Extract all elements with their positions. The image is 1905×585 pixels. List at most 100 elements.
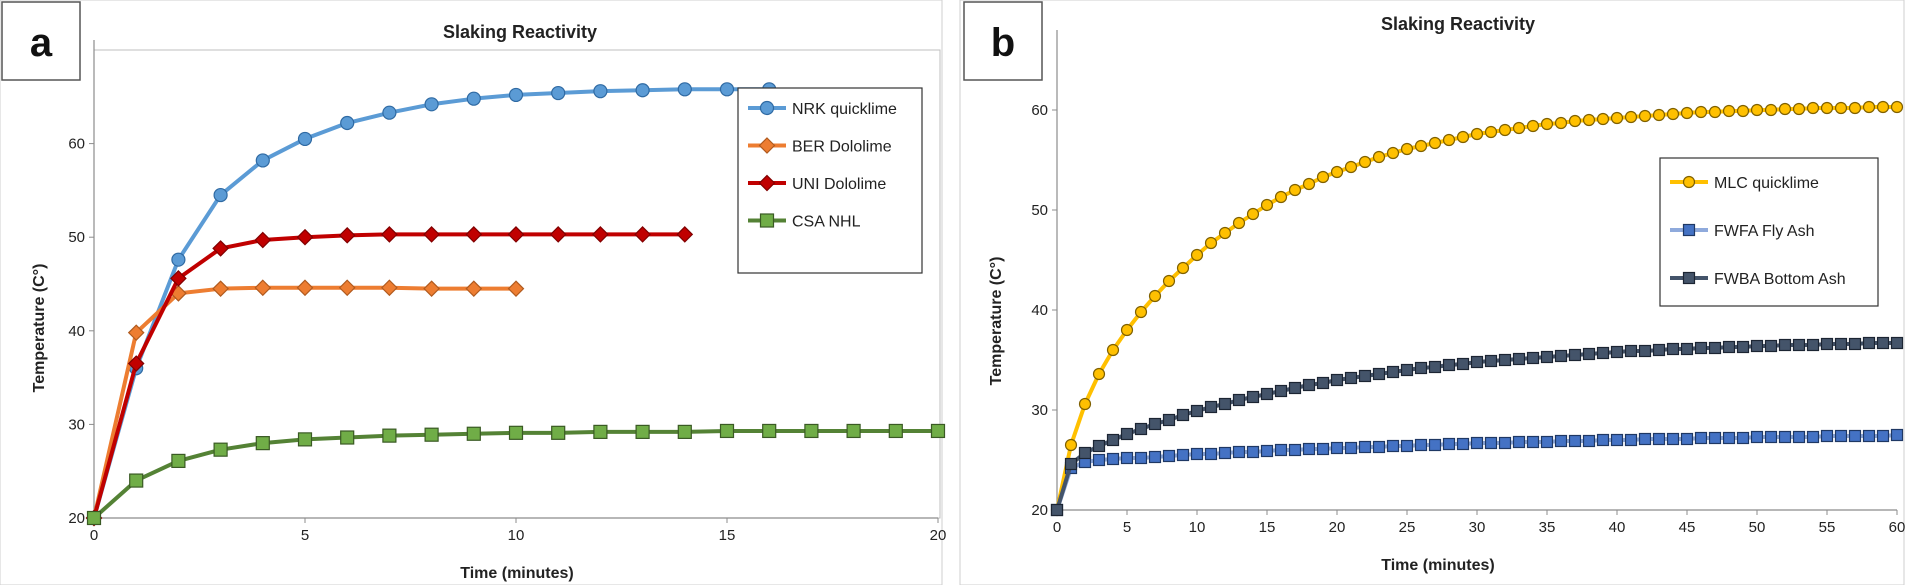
data-point [1862,100,1876,114]
legend-swatch-marker [758,174,776,192]
series-mlc-quicklime [1050,100,1904,517]
data-point [212,280,229,298]
data-point [1736,340,1750,354]
data-point [1428,136,1442,150]
legend-swatch-marker [1682,271,1696,285]
legend-label: CSA NHL [792,214,861,231]
data-point [508,425,524,440]
data-point [1092,439,1106,453]
legend-swatch-marker [759,213,775,228]
data-point [1652,343,1666,357]
data-point [1442,133,1456,147]
data-point [1554,349,1568,363]
data-point [1834,337,1848,351]
data-point [1652,432,1666,446]
data-point [1190,404,1204,418]
data-point [1134,305,1148,319]
data-point [381,226,398,243]
data-point [1834,101,1848,115]
data-point [171,252,186,267]
data-point [1316,170,1330,184]
data-point [762,423,777,439]
data-point [1386,439,1400,453]
x-tick-label: 45 [1679,519,1696,536]
data-point [423,226,440,243]
data-point [1820,101,1834,115]
series-csa-nhl [86,423,946,526]
data-point [1456,130,1470,144]
data-point [1092,453,1106,467]
data-point [1526,351,1540,365]
data-point [1624,344,1638,358]
data-point [1554,434,1568,448]
data-point [635,83,650,98]
data-point [1232,216,1246,230]
data-point [1260,198,1274,212]
legend-item: FWBA Bottom Ash [1670,271,1846,288]
data-point [1344,371,1358,385]
data-point [1596,112,1610,126]
data-point [592,226,609,243]
legend-swatch-marker [1682,175,1696,189]
data-point [340,430,355,445]
data-point [1218,397,1232,411]
data-point [1428,438,1442,452]
data-point [507,226,525,243]
data-point [1078,397,1092,411]
data-point [424,97,439,112]
panel-b-title: Slaking Reactivity [1381,14,1535,34]
data-point [1204,400,1218,414]
data-point [1890,428,1904,442]
data-point [1610,345,1624,359]
data-point [1092,367,1106,381]
data-point [1736,104,1750,118]
data-point [1246,445,1260,459]
x-tick-label: 0 [90,527,98,544]
data-point [1442,358,1456,372]
data-point [1778,102,1792,116]
data-point [1680,106,1694,120]
data-point [1078,446,1092,460]
data-point [1792,102,1806,116]
legend-item: NRK quicklime [748,100,897,118]
series-fwba-bottom-ash [1050,336,1904,517]
data-point [1386,365,1400,379]
data-point [1400,439,1414,453]
data-point [1190,248,1204,262]
data-point [676,226,694,243]
data-point [1736,431,1750,445]
data-point [1358,369,1372,383]
y-tick-label: 40 [1031,302,1048,319]
y-tick-label: 30 [1031,402,1048,419]
data-point [1652,108,1666,122]
data-point [1694,341,1708,355]
data-point [1330,441,1344,455]
data-point [1484,125,1498,139]
legend-item: FWFA Fly Ash [1670,223,1814,240]
data-point [1176,408,1190,422]
data-point [213,187,228,203]
data-point [1274,443,1288,457]
x-tick-label: 10 [1189,519,1206,536]
legend-swatch-marker [758,137,776,154]
data-point [1120,451,1134,465]
data-point [1484,354,1498,368]
data-point [1568,114,1582,128]
x-tick-label: 10 [508,527,525,544]
data-point [1498,123,1512,137]
data-point [1512,352,1526,366]
data-point [1540,435,1554,449]
data-point [1540,117,1554,131]
data-point [1750,339,1764,353]
data-point [424,427,439,442]
data-point [1680,432,1694,446]
data-point [1638,109,1652,123]
data-point [1162,274,1176,288]
data-point [1134,451,1148,465]
data-point [1414,438,1428,452]
data-point [1470,355,1484,369]
data-point [296,279,314,297]
data-point [1414,361,1428,375]
data-point [1666,107,1680,121]
data-point [1358,155,1372,169]
